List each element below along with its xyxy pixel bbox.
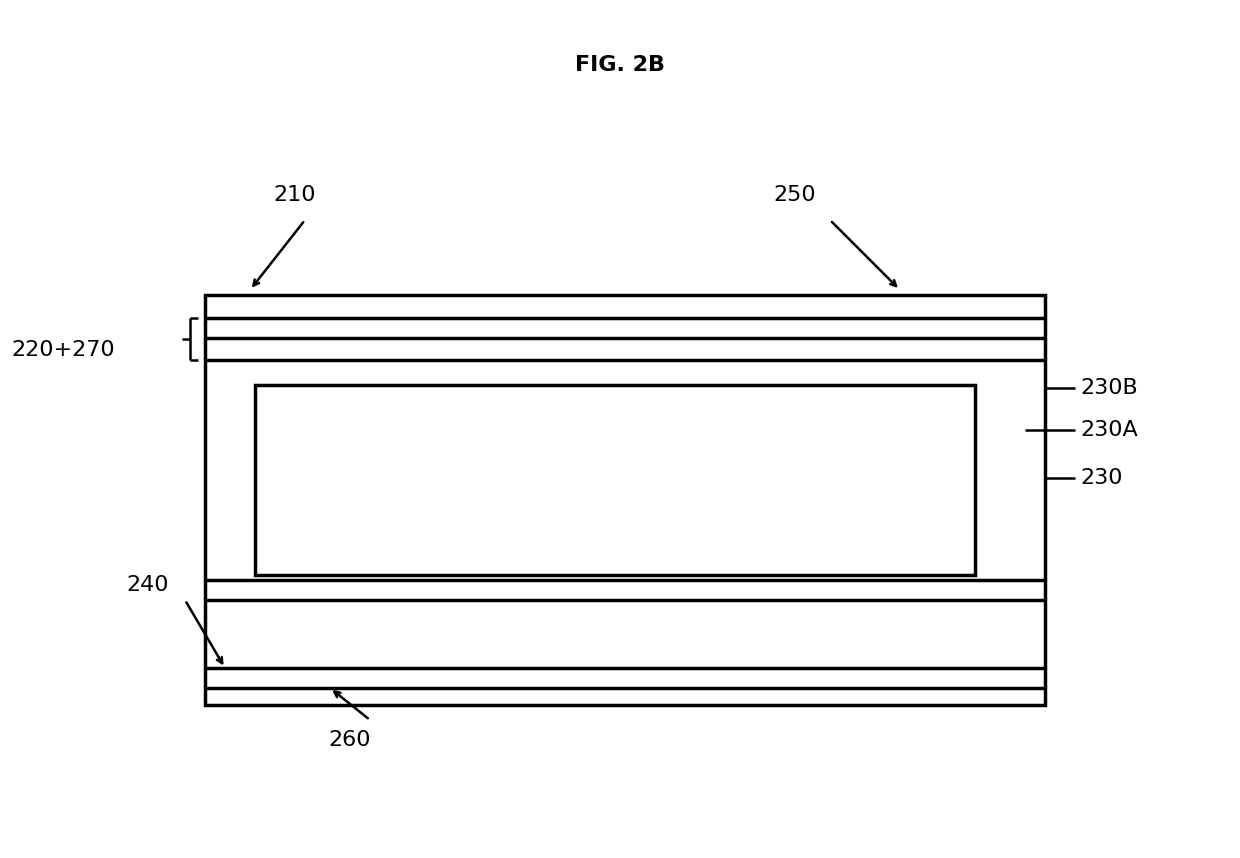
Text: FIG. 2B: FIG. 2B	[575, 55, 665, 75]
Text: 210: 210	[274, 185, 316, 205]
Text: 240: 240	[126, 575, 169, 595]
Text: 230B: 230B	[1080, 378, 1138, 398]
Text: 230A: 230A	[1080, 420, 1138, 440]
Text: 220+270: 220+270	[11, 340, 115, 360]
Text: 260: 260	[329, 730, 371, 750]
Bar	[255, 385, 975, 575]
Bar	[205, 295, 1045, 705]
Text: 230: 230	[1080, 468, 1122, 488]
Text: 250: 250	[774, 185, 816, 205]
